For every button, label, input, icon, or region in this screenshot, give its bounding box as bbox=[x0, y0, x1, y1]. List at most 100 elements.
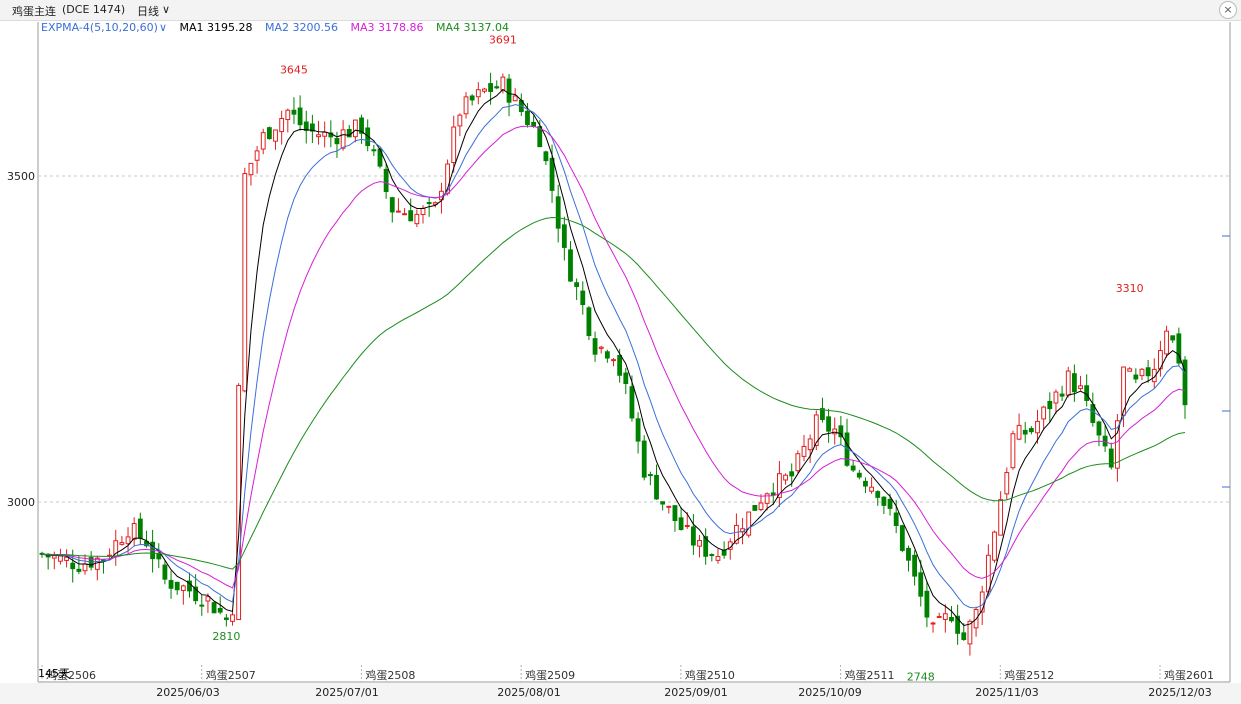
candle-body bbox=[715, 556, 721, 561]
candle-body bbox=[451, 126, 457, 164]
candle-body bbox=[205, 596, 211, 602]
period-selector[interactable]: 日线 bbox=[137, 5, 159, 18]
candle-body bbox=[1151, 368, 1157, 383]
candle-body bbox=[777, 473, 782, 498]
x-tick-label: 2025/08/01 bbox=[497, 686, 560, 699]
candle-body bbox=[359, 117, 364, 134]
candle-body bbox=[58, 555, 63, 562]
candle-body bbox=[316, 134, 321, 138]
candle-body bbox=[537, 126, 543, 148]
candle-body bbox=[1133, 374, 1139, 380]
candle-body bbox=[684, 524, 690, 527]
x-tick-label: 2025/07/01 bbox=[315, 686, 378, 699]
indicator-name[interactable]: EXPMA-4(5,10,20,60) bbox=[41, 21, 158, 34]
candle-body bbox=[266, 127, 272, 140]
candle-body bbox=[580, 290, 586, 306]
candle-body bbox=[408, 210, 414, 222]
contract-label: 鸡蛋2508 bbox=[365, 668, 415, 682]
x-tick-label: 2025/06/03 bbox=[156, 686, 219, 699]
candle-body bbox=[211, 602, 217, 614]
candle-body bbox=[475, 89, 481, 98]
x-tick-label: 2025/09/01 bbox=[664, 686, 727, 699]
candle-body bbox=[506, 78, 512, 103]
contract-label: 鸡蛋2507 bbox=[206, 668, 256, 682]
candle-body bbox=[1059, 393, 1065, 397]
candle-body bbox=[1127, 368, 1133, 372]
candle-body bbox=[764, 493, 770, 504]
candle-body bbox=[869, 486, 875, 492]
candle-body bbox=[352, 119, 358, 138]
candle-body bbox=[64, 556, 69, 561]
chart-header: 鸡蛋主连 (DCE 1474) 日线 ∨ × bbox=[0, 0, 1241, 21]
candle-body bbox=[1164, 330, 1169, 355]
candle-body bbox=[801, 445, 807, 457]
x-tick-label: 2025/12/03 bbox=[1148, 686, 1211, 699]
candle-body bbox=[383, 168, 389, 193]
candle-body bbox=[875, 491, 881, 498]
candle-body bbox=[494, 86, 500, 89]
candle-body bbox=[371, 149, 377, 152]
candle-body bbox=[217, 607, 223, 613]
candle-body bbox=[912, 554, 918, 577]
candle-body bbox=[180, 585, 186, 591]
candle-body bbox=[248, 162, 254, 176]
indicator-legend: EXPMA-4(5,10,20,60)∨ MA1 3195.28 MA2 320… bbox=[41, 21, 518, 37]
candle-body bbox=[850, 465, 856, 471]
bar-count-label: 145天 bbox=[38, 667, 70, 680]
candle-body bbox=[488, 83, 494, 92]
candle-body bbox=[949, 617, 954, 622]
candle-body bbox=[807, 438, 813, 451]
candle-body bbox=[174, 581, 180, 591]
candle-body bbox=[144, 540, 149, 547]
candle-body bbox=[863, 480, 868, 487]
extreme-label: 3645 bbox=[280, 63, 308, 76]
ma-line-ma1 bbox=[41, 88, 1186, 627]
candle-body bbox=[1035, 420, 1040, 434]
candle-body bbox=[881, 496, 887, 506]
candle-body bbox=[193, 586, 199, 602]
candle-body bbox=[647, 474, 653, 477]
contract-label: 鸡蛋2510 bbox=[685, 668, 735, 682]
candle-body bbox=[795, 453, 801, 472]
candle-body bbox=[641, 440, 647, 478]
x-tick-label: 2025/11/03 bbox=[975, 686, 1038, 699]
contract-label: 鸡蛋2506 bbox=[46, 668, 96, 682]
candle-body bbox=[555, 196, 561, 229]
extreme-label: 3310 bbox=[1116, 282, 1144, 295]
candle-body bbox=[924, 590, 930, 618]
candle-body bbox=[463, 96, 469, 115]
candle-body bbox=[254, 150, 260, 161]
candle-body bbox=[568, 249, 573, 282]
candle-body bbox=[1071, 373, 1077, 393]
candle-body bbox=[82, 563, 88, 572]
candle-body bbox=[482, 88, 487, 92]
candle-body bbox=[223, 617, 229, 620]
candle-body bbox=[1022, 429, 1028, 435]
candle-body bbox=[733, 524, 739, 544]
candle-body bbox=[426, 202, 432, 205]
ma3-legend: MA3 3178.86 bbox=[350, 21, 424, 34]
indicator-chevron-down-icon[interactable]: ∨ bbox=[158, 21, 167, 34]
candle-body bbox=[131, 523, 137, 540]
candle-body bbox=[930, 622, 936, 625]
close-icon[interactable]: × bbox=[1219, 1, 1237, 19]
candle-body bbox=[961, 632, 967, 640]
candle-body bbox=[758, 502, 764, 511]
candle-body bbox=[783, 474, 788, 481]
candle-body bbox=[543, 151, 549, 162]
candle-body bbox=[469, 95, 475, 101]
y-tick-label: 3000 bbox=[7, 496, 35, 509]
candle-body bbox=[690, 526, 696, 546]
candle-body bbox=[611, 359, 616, 362]
candle-body bbox=[586, 307, 592, 336]
candle-body bbox=[457, 114, 463, 127]
candle-body bbox=[998, 499, 1004, 536]
candle-body bbox=[414, 213, 420, 225]
candle-body bbox=[340, 129, 346, 149]
y-tick-label: 3500 bbox=[7, 170, 35, 183]
ma4-legend: MA4 3137.04 bbox=[436, 21, 509, 34]
instrument-title[interactable]: 鸡蛋主连 bbox=[12, 5, 56, 18]
candle-body bbox=[1096, 421, 1102, 436]
period-chevron-down-icon[interactable]: ∨ bbox=[162, 3, 171, 16]
